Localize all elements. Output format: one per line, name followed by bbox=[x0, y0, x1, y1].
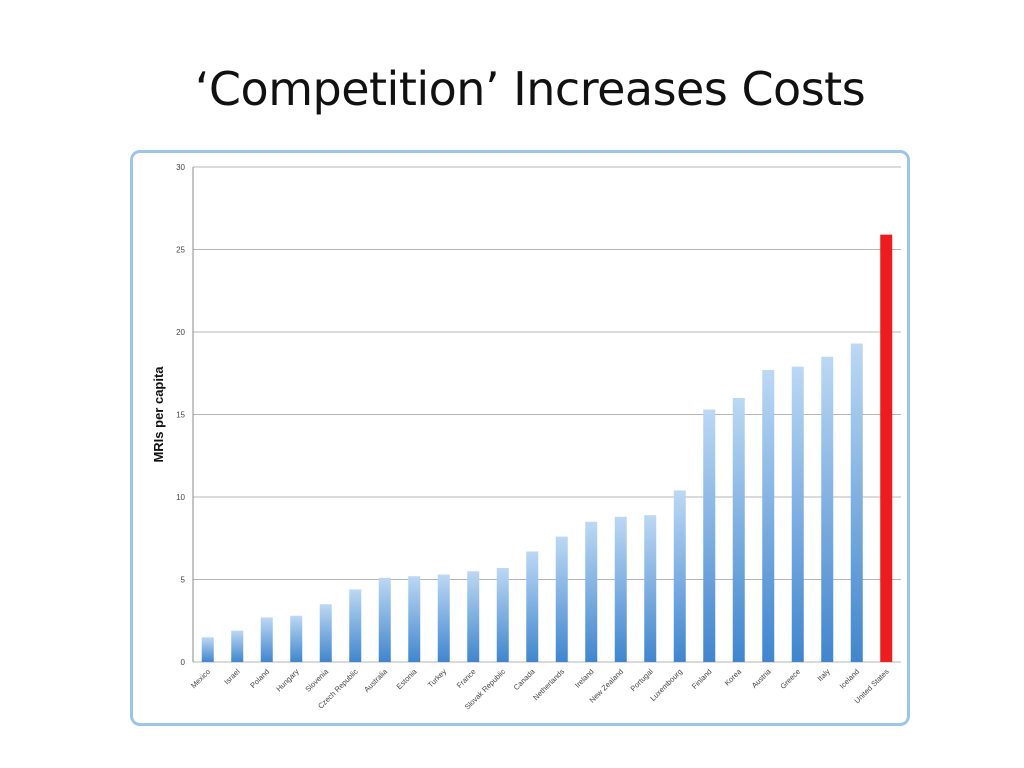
y-tick-label: 20 bbox=[176, 328, 185, 337]
bar-finland bbox=[703, 409, 716, 662]
category-label: Austria bbox=[750, 666, 773, 689]
bar-estonia bbox=[408, 576, 421, 662]
category-label: Mexico bbox=[189, 667, 212, 690]
bar-netherlands bbox=[555, 536, 568, 662]
bar-israel bbox=[231, 630, 244, 662]
y-axis-title: MRIs per capita bbox=[151, 366, 166, 463]
gridlines bbox=[192, 166, 901, 663]
category-label: Korea bbox=[723, 666, 744, 687]
bar-ireland bbox=[585, 521, 598, 662]
bar-australia bbox=[378, 577, 391, 662]
category-label: Slovenia bbox=[303, 666, 330, 693]
category-label: France bbox=[455, 667, 478, 690]
bar-hungary bbox=[290, 615, 303, 662]
bar-italy bbox=[821, 356, 834, 662]
chart-frame: 0 5 10 15 20 25 30 Mexico Israel Poland Hungary Sl… bbox=[130, 150, 910, 726]
y-tick-labels: 0 5 10 15 20 25 30 bbox=[176, 163, 185, 667]
bar-iceland bbox=[850, 343, 863, 662]
slide-title: ‘Competition’ Increases Costs bbox=[194, 62, 866, 116]
bar-turkey bbox=[437, 574, 450, 662]
category-label: Estonia bbox=[395, 666, 420, 691]
bar-portugal bbox=[644, 515, 657, 662]
y-tick-label: 15 bbox=[176, 411, 185, 420]
category-label: Australia bbox=[362, 666, 390, 694]
category-label: Israel bbox=[222, 667, 242, 687]
y-tick-label: 10 bbox=[176, 493, 185, 502]
bar-greece bbox=[791, 366, 804, 662]
y-tick-label: 0 bbox=[181, 658, 186, 667]
category-label: Netherlands bbox=[531, 667, 566, 702]
y-tick-label: 25 bbox=[176, 246, 185, 255]
category-label: Iceland bbox=[838, 667, 861, 690]
bar-united-states bbox=[880, 234, 893, 662]
category-label: Canada bbox=[512, 666, 538, 692]
bar-austria bbox=[762, 369, 775, 662]
category-label: Greece bbox=[778, 667, 802, 691]
category-label: Hungary bbox=[274, 667, 301, 694]
category-label: Ireland bbox=[573, 667, 596, 690]
category-label: Portugal bbox=[629, 667, 655, 693]
bar-luxembourg bbox=[673, 490, 686, 662]
category-label: Luxembourg bbox=[648, 667, 684, 703]
bar-slovenia bbox=[319, 604, 332, 662]
category-label: Poland bbox=[248, 667, 271, 690]
y-tick-label: 30 bbox=[176, 163, 185, 172]
bar-france bbox=[467, 571, 480, 662]
y-tick-label: 5 bbox=[181, 576, 186, 585]
bar-czech-republic bbox=[349, 589, 362, 662]
bar-mexico bbox=[201, 637, 214, 662]
bar-canada bbox=[526, 551, 539, 662]
bar-chart: 0 5 10 15 20 25 30 Mexico Israel Poland Hungary Sl… bbox=[151, 163, 901, 711]
bar-slovak-republic bbox=[496, 567, 509, 662]
bar-korea bbox=[732, 398, 745, 662]
bar-new-zealand bbox=[614, 516, 627, 662]
category-label: Italy bbox=[816, 667, 832, 683]
category-label: Turkey bbox=[426, 667, 449, 690]
category-label: Finland bbox=[690, 667, 714, 691]
bar-poland bbox=[260, 617, 273, 662]
bars bbox=[201, 234, 893, 662]
